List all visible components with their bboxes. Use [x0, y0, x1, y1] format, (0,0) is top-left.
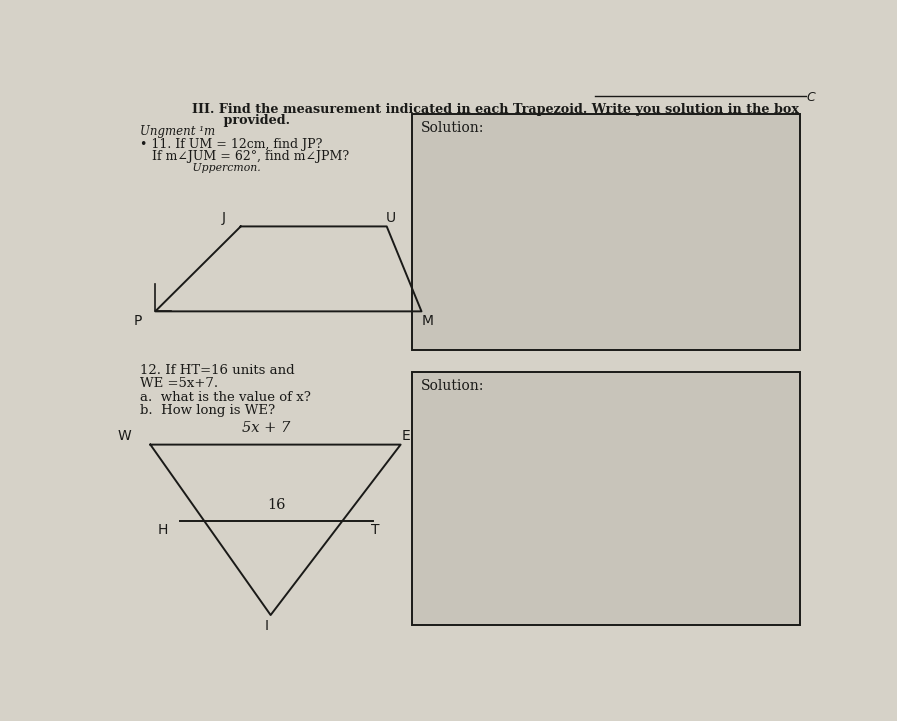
Bar — [413, 114, 800, 350]
Text: C: C — [806, 91, 815, 104]
Text: P: P — [134, 314, 142, 328]
Text: provided.: provided. — [192, 114, 290, 128]
Text: E: E — [401, 429, 410, 443]
Text: III. Find the measurement indicated in each Trapezoid. Write you solution in the: III. Find the measurement indicated in e… — [192, 103, 799, 116]
Text: 16: 16 — [267, 498, 286, 513]
Text: • 11. If UM = 12cm, find JP?: • 11. If UM = 12cm, find JP? — [140, 138, 322, 151]
Text: H: H — [157, 523, 168, 537]
Text: Ungment ¹m: Ungment ¹m — [140, 125, 215, 138]
Text: a.  what is the value of x?: a. what is the value of x? — [140, 391, 310, 404]
Text: W: W — [118, 429, 132, 443]
Text: WE =5x+7.: WE =5x+7. — [140, 377, 218, 391]
Text: U: U — [386, 211, 396, 225]
Text: 5x + 7: 5x + 7 — [242, 420, 291, 435]
Text: Solution:: Solution: — [421, 379, 484, 393]
Text: J: J — [222, 211, 225, 225]
Text: Solution:: Solution: — [421, 121, 484, 135]
Text: I: I — [265, 619, 268, 634]
Text: If m∠JUM = 62°, find m∠JPM?: If m∠JUM = 62°, find m∠JPM? — [140, 151, 349, 164]
Text: 12. If HT=16 units and: 12. If HT=16 units and — [140, 364, 294, 377]
Text: Uppercmon.: Uppercmon. — [140, 162, 261, 172]
Text: b.  How long is WE?: b. How long is WE? — [140, 404, 275, 417]
Text: M: M — [422, 314, 433, 328]
Bar — [413, 373, 800, 625]
Text: T: T — [370, 523, 379, 537]
